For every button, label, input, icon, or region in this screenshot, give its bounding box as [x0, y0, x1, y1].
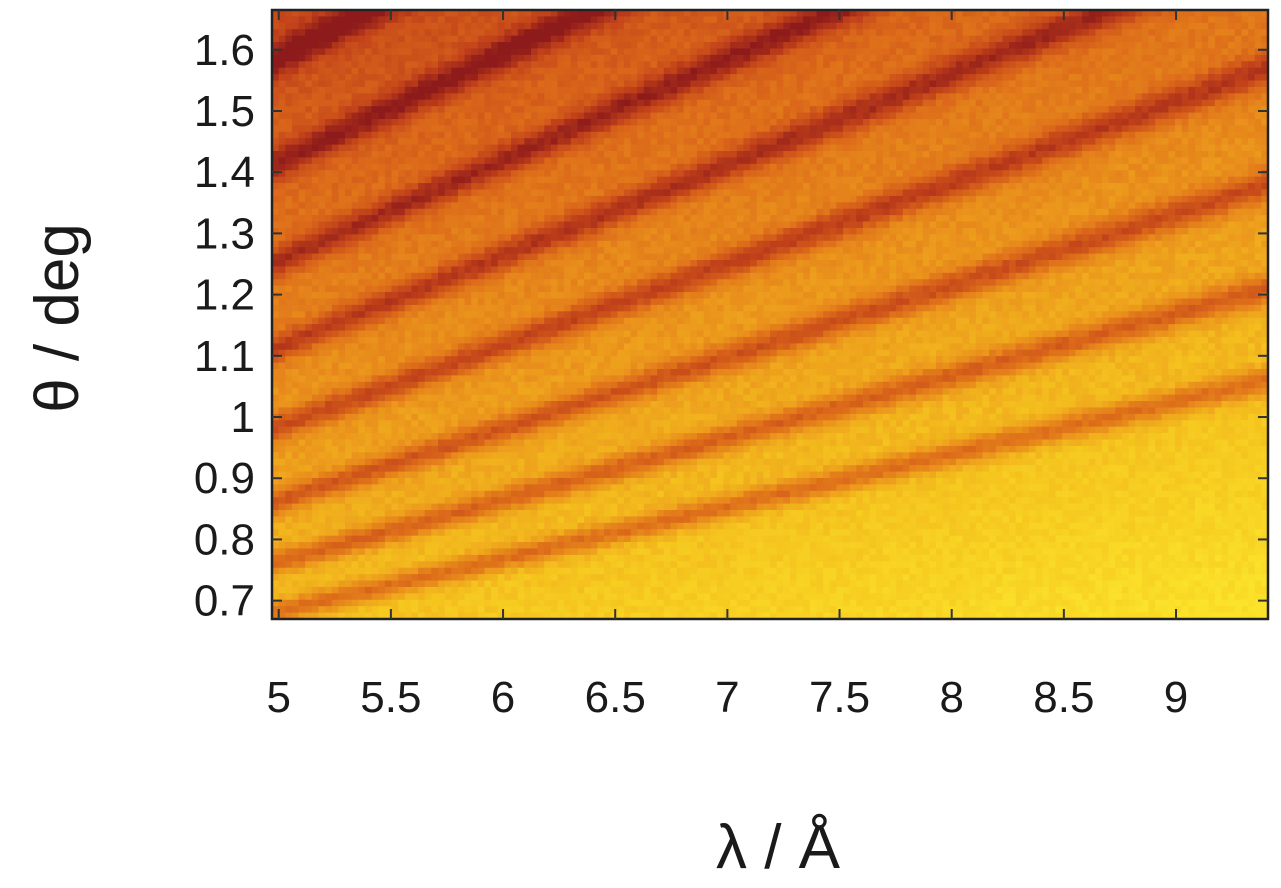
plot-frame [270, 8, 1270, 621]
y-tick-label: 0.9 [194, 454, 255, 503]
y-tick-label: 1.5 [194, 87, 255, 136]
heatmap-cells [272, 10, 1269, 620]
x-tick-label: 9 [1164, 673, 1188, 722]
x-tick-label: 8.5 [1033, 673, 1094, 722]
x-tick-labels: 5 5.5 6 6.5 7 7.5 8 8.5 9 [266, 673, 1188, 722]
y-tick-labels: 0.7 0.8 0.9 1 1.1 1.2 1.3 1.4 1.5 1.6 [194, 26, 255, 626]
y-tick-label: 1.6 [194, 26, 255, 75]
y-tick-label: 1.3 [194, 209, 255, 258]
y-tick-label: 0.7 [194, 577, 255, 626]
y-tick-label: 1 [231, 393, 255, 442]
x-tick-label: 7.5 [809, 673, 870, 722]
y-tick-label: 1.4 [194, 148, 255, 197]
x-tick-label: 8 [939, 673, 963, 722]
y-tick-label: 0.8 [194, 515, 255, 564]
axis-ticks [272, 10, 1268, 619]
y-tick-label: 1.1 [194, 332, 255, 381]
x-tick-label: 6.5 [585, 673, 646, 722]
x-tick-label: 5.5 [360, 673, 421, 722]
y-axis-label: θ / deg [23, 223, 92, 413]
y-tick-label: 1.2 [194, 271, 255, 320]
x-tick-label: 7 [715, 673, 739, 722]
x-axis-label: λ / Å [716, 813, 841, 882]
x-tick-label: 6 [491, 673, 515, 722]
x-tick-label: 5 [266, 673, 290, 722]
